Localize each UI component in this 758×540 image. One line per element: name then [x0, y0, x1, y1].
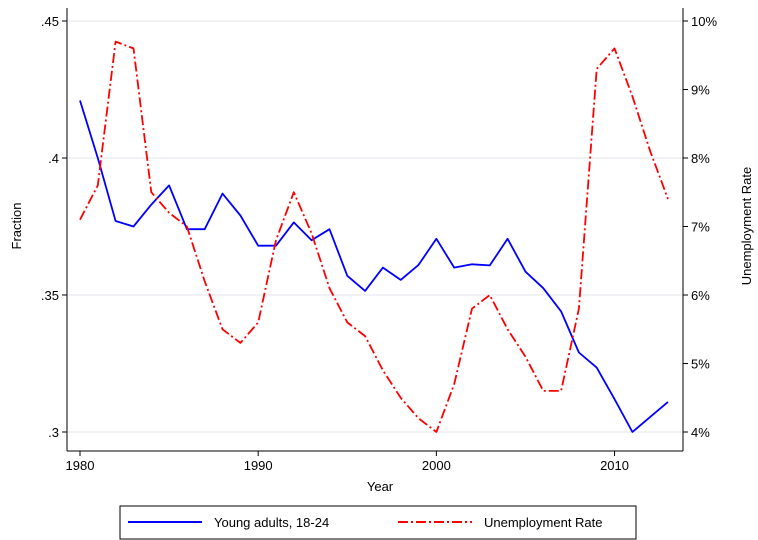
y-right-tick-label-5: 9% — [691, 83, 710, 98]
y-axis-title-left: Fraction — [9, 203, 24, 250]
x-axis-title: Year — [367, 479, 394, 494]
y-left-tick-label-0: .3 — [48, 425, 59, 440]
legend: Young adults, 18-24 Unemployment Rate — [119, 505, 637, 540]
x-tick-label-1: 1990 — [244, 458, 273, 473]
y-right-tick-label-6: 10% — [691, 14, 717, 29]
y-right-tick-label-1: 5% — [691, 357, 710, 372]
y-right-tick-label-3: 7% — [691, 220, 710, 235]
series-lines — [79, 40, 669, 433]
legend-label-unemployment: Unemployment Rate — [484, 515, 603, 530]
plot-area — [67, 8, 683, 451]
x-tick-label-0: 1980 — [66, 458, 95, 473]
series-line-unemployment-rate — [79, 40, 669, 433]
x-tick-label-2: 2000 — [422, 458, 451, 473]
series-line-young-adults — [79, 100, 669, 433]
y-left-tick-label-2: .4 — [48, 151, 59, 166]
y-left-tick-label-1: .35 — [41, 288, 59, 303]
y-axis-title-right: Unemployment Rate — [739, 167, 754, 286]
x-tick-label-3: 2010 — [600, 458, 629, 473]
legend-box — [119, 505, 637, 540]
y-right-tick-label-4: 8% — [691, 151, 710, 166]
y-right-tick-label-0: 4% — [691, 425, 710, 440]
y-left-tick-label-3: .45 — [41, 14, 59, 29]
y-right-tick-label-2: 6% — [691, 288, 710, 303]
legend-label-young-adults: Young adults, 18-24 — [214, 515, 329, 530]
axes: 1980 1990 2000 2010 .3 .35 .4 .45 4% 5% 6% 7% 8% 9% 10… — [41, 8, 717, 473]
